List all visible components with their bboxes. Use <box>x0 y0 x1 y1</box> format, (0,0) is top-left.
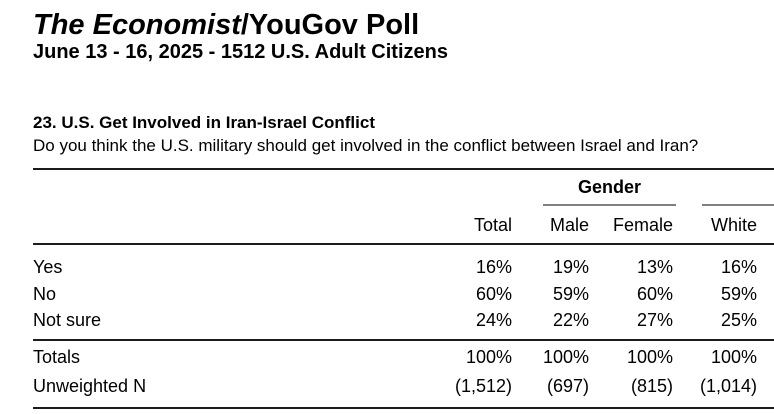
table-mid-rule <box>33 339 774 341</box>
question-text: Do you think the U.S. military should ge… <box>33 136 699 155</box>
table-header-rule <box>33 243 774 245</box>
cell-totals-male: 100% <box>542 347 589 367</box>
cell-notsure-male: 22% <box>552 310 589 330</box>
page-title: The Economist/YouGov Poll <box>33 8 419 42</box>
cell-notsure-total: 24% <box>475 310 512 330</box>
cell-notsure-female: 27% <box>636 310 673 330</box>
row-label-no: No <box>33 284 57 304</box>
cell-yes-total: 16% <box>475 257 512 277</box>
row-label-unweighted-n: Unweighted N <box>33 376 147 396</box>
question-heading: 23. U.S. Get Involved in Iran-Israel Con… <box>33 113 375 132</box>
table-top-rule <box>33 168 774 170</box>
column-header-female: Female <box>612 215 673 235</box>
cell-unweighted-total: (1,512) <box>454 376 512 396</box>
cell-notsure-white: 25% <box>720 310 757 330</box>
table-row: Totals 100% 100% 100% 100% <box>0 346 774 368</box>
cell-yes-female: 13% <box>636 257 673 277</box>
table-row: No 60% 59% 60% 59% <box>0 283 774 305</box>
table-row: Unweighted N (1,512) (697) (815) (1,014) <box>0 375 774 397</box>
clipped-group-underline <box>702 204 774 206</box>
poll-date-subtitle: June 13 - 16, 2025 - 1512 U.S. Adult Cit… <box>33 41 448 63</box>
column-header-total: Total <box>473 215 512 235</box>
cell-totals-female: 100% <box>626 347 673 367</box>
cell-totals-total: 100% <box>465 347 512 367</box>
cell-unweighted-white: (1,014) <box>699 376 757 396</box>
table-row: Yes 16% 19% 13% 16% <box>0 256 774 278</box>
cell-no-male: 59% <box>552 284 589 304</box>
cell-yes-male: 19% <box>552 257 589 277</box>
cell-unweighted-male: (697) <box>546 376 589 396</box>
table-header-row: Total Male Female White <box>0 214 774 236</box>
table-bottom-rule <box>33 407 774 409</box>
group-header-gender: Gender <box>577 177 642 197</box>
row-label-yes: Yes <box>33 257 63 277</box>
cell-yes-white: 16% <box>720 257 757 277</box>
title-brand: The Economist <box>33 9 241 41</box>
column-header-male: Male <box>549 215 589 235</box>
row-label-totals: Totals <box>33 347 81 367</box>
cell-no-total: 60% <box>475 284 512 304</box>
cell-no-female: 60% <box>636 284 673 304</box>
cell-no-white: 59% <box>720 284 757 304</box>
cell-totals-white: 100% <box>710 347 757 367</box>
table-row: Not sure 24% 22% 27% 25% <box>0 309 774 331</box>
title-rest: /YouGov Poll <box>240 9 420 41</box>
cell-unweighted-female: (815) <box>630 376 673 396</box>
gender-group-underline <box>543 204 676 206</box>
column-header-white: White <box>710 215 757 235</box>
row-label-not-sure: Not sure <box>33 310 102 330</box>
